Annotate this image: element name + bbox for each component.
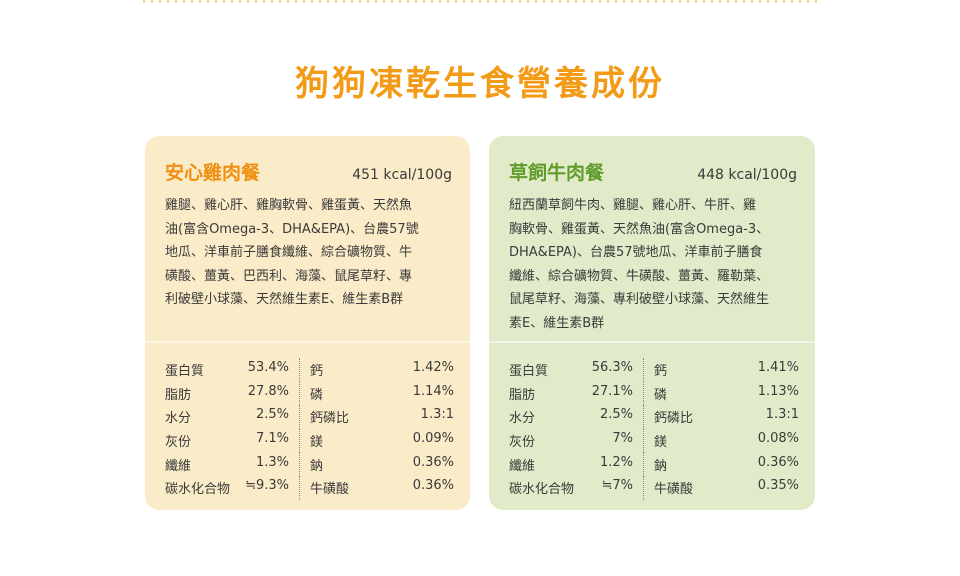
nutrient-value: 27.8% <box>247 383 289 399</box>
nutrient-value: 0.09% <box>412 431 454 447</box>
nutrient-name: 水分 <box>509 411 536 427</box>
column-separator <box>643 381 644 406</box>
ingredient-line: 紐西蘭草飼牛肉、雞腿、雞心肝、牛肝、雞 <box>509 198 757 213</box>
nutrient-name: 鈣 <box>310 364 324 380</box>
ingredient-line: 素E、維生素B群 <box>509 315 605 331</box>
nutrition-row: 水分 2.5% 鈣磷比 1.3:1 <box>509 405 799 429</box>
nutrient-value: 0.36% <box>412 478 454 494</box>
card-name: 草飼牛肉餐 <box>509 162 605 184</box>
section-divider <box>145 341 470 343</box>
nutrient-name: 脂肪 <box>165 387 192 403</box>
nutrient-value: 1.42% <box>412 360 454 376</box>
nutrient-name: 碳水化合物 <box>165 482 231 498</box>
column-separator <box>643 475 644 500</box>
nutrient-name: 纖維 <box>509 458 536 474</box>
nutrition-row: 蛋白質 53.4% 鈣 1.42% <box>165 358 454 382</box>
nutrition-row: 碳水化合物 ≒7% 牛磺酸 0.35% <box>509 475 799 500</box>
nutrition-row: 蛋白質 56.3% 鈣 1.41% <box>509 358 799 382</box>
nutrient-value: 1.3:1 <box>765 407 799 423</box>
nutrient-value: 7% <box>612 431 633 447</box>
card-header: 安心雞肉餐 451 kcal/100g <box>165 158 452 188</box>
nutrient-value: 1.2% <box>599 454 633 470</box>
nutrient-value: 0.36% <box>757 454 799 470</box>
nutrition-row: 脂肪 27.8% 磷 1.14% <box>165 381 454 406</box>
nutrient-name: 鈉 <box>310 458 324 474</box>
beef-meal-card: 草飼牛肉餐 448 kcal/100g 紐西蘭草飼牛肉、雞腿、雞心肝、牛肝、雞 … <box>489 136 815 510</box>
nutrient-name: 牛磺酸 <box>654 482 694 498</box>
nutrient-name: 蛋白質 <box>165 364 205 380</box>
column-separator <box>643 452 644 476</box>
nutrient-name: 磷 <box>654 387 668 403</box>
ingredient-line: 利破壁小球藻、天然維生素E、維生素B群 <box>165 292 404 308</box>
ingredient-line: 胸軟骨、雞蛋黃、天然魚油(富含Omega-3、 <box>509 221 770 237</box>
nutrient-name: 脂肪 <box>509 387 536 403</box>
ingredient-line: 纖維、綜合礦物質、牛磺酸、薑黃、羅勒葉、 <box>509 268 770 284</box>
column-separator <box>299 358 300 382</box>
nutrient-value: ≒9.3% <box>245 478 289 494</box>
nutrient-value: ≒7% <box>601 478 633 494</box>
calorie-label: 451 kcal/100g <box>352 167 452 183</box>
nutrition-row: 纖維 1.2% 鈉 0.36% <box>509 452 799 476</box>
column-separator <box>299 405 300 429</box>
section-divider <box>489 341 815 343</box>
nutrition-row: 灰份 7.1% 鎂 0.09% <box>165 428 454 453</box>
nutrient-name: 灰份 <box>165 435 192 451</box>
nutrient-name: 蛋白質 <box>509 364 549 380</box>
ingredient-line: 油(富含Omega-3、DHA&EPA)、台農57號 <box>165 221 419 237</box>
ingredient-line: 雞腿、雞心肝、雞胸軟骨、雞蛋黃、天然魚 <box>165 198 413 213</box>
ingredient-line: DHA&EPA)、台農57號地瓜、洋車前子膳食 <box>509 245 763 261</box>
nutrient-value: 1.3% <box>255 454 289 470</box>
column-separator <box>643 405 644 429</box>
nutrition-table: 蛋白質 53.4% 鈣 1.42% 脂肪 27.8% 磷 1.14% 水分 2.5% 鈣磷… <box>165 358 454 500</box>
nutrient-name: 鈣磷比 <box>654 411 694 427</box>
nutrient-value: 0.36% <box>412 454 454 470</box>
nutrient-name: 牛磺酸 <box>310 482 350 498</box>
card-header: 草飼牛肉餐 448 kcal/100g <box>509 158 797 188</box>
nutrient-value: 1.13% <box>757 383 799 399</box>
nutrient-name: 鎂 <box>654 435 668 451</box>
nutrient-value: 2.5% <box>255 407 289 423</box>
column-separator <box>299 381 300 406</box>
nutrition-row: 灰份 7% 鎂 0.08% <box>509 428 799 453</box>
nutrient-value: 56.3% <box>591 360 633 376</box>
nutrient-value: 7.1% <box>255 431 289 447</box>
nutrition-row: 碳水化合物 ≒9.3% 牛磺酸 0.36% <box>165 475 454 500</box>
column-separator <box>643 358 644 382</box>
nutrient-value: 1.14% <box>412 383 454 399</box>
ingredient-list: 雞腿、雞心肝、雞胸軟骨、雞蛋黃、天然魚 油(富含Omega-3、DHA&EPA)… <box>165 194 454 312</box>
page-title: 狗狗凍乾生食營養成份 <box>295 64 665 104</box>
nutrient-name: 水分 <box>165 411 192 427</box>
ingredient-list: 紐西蘭草飼牛肉、雞腿、雞心肝、牛肝、雞 胸軟骨、雞蛋黃、天然魚油(富含Omega… <box>509 194 799 336</box>
card-name: 安心雞肉餐 <box>165 162 261 184</box>
nutrition-row: 纖維 1.3% 鈉 0.36% <box>165 452 454 476</box>
nutrient-value: 27.1% <box>591 383 633 399</box>
nutrient-name: 鈉 <box>654 458 668 474</box>
column-separator <box>299 475 300 500</box>
ingredient-line: 鼠尾草籽、海藻、專利破壁小球藻、天然維生 <box>509 292 770 308</box>
nutrient-name: 磷 <box>310 387 324 403</box>
ingredient-line: 磺酸、薑黃、巴西利、海藻、鼠尾草籽、專 <box>165 268 413 284</box>
nutrient-name: 纖維 <box>165 458 192 474</box>
nutrition-table: 蛋白質 56.3% 鈣 1.41% 脂肪 27.1% 磷 1.13% 水分 2.5% 鈣磷… <box>509 358 799 500</box>
nutrient-value: 0.08% <box>757 431 799 447</box>
nutrition-row: 脂肪 27.1% 磷 1.13% <box>509 381 799 406</box>
calorie-label: 448 kcal/100g <box>697 167 797 183</box>
chicken-meal-card: 安心雞肉餐 451 kcal/100g 雞腿、雞心肝、雞胸軟骨、雞蛋黃、天然魚 … <box>145 136 470 510</box>
nutrient-name: 灰份 <box>509 435 536 451</box>
nutrient-name: 鈣磷比 <box>310 411 350 427</box>
top-dotted-border <box>140 0 820 3</box>
ingredient-line: 地瓜、洋車前子膳食纖維、綜合礦物質、牛 <box>165 245 413 261</box>
nutrient-name: 鈣 <box>654 364 668 380</box>
column-separator <box>299 428 300 453</box>
column-separator <box>299 452 300 476</box>
nutrition-row: 水分 2.5% 鈣磷比 1.3:1 <box>165 405 454 429</box>
nutrient-value: 53.4% <box>247 360 289 376</box>
nutrient-value: 1.41% <box>757 360 799 376</box>
nutrient-value: 0.35% <box>757 478 799 494</box>
nutrient-value: 1.3:1 <box>420 407 454 423</box>
column-separator <box>643 428 644 453</box>
nutrient-name: 鎂 <box>310 435 324 451</box>
nutrient-value: 2.5% <box>599 407 633 423</box>
nutrient-name: 碳水化合物 <box>509 482 575 498</box>
